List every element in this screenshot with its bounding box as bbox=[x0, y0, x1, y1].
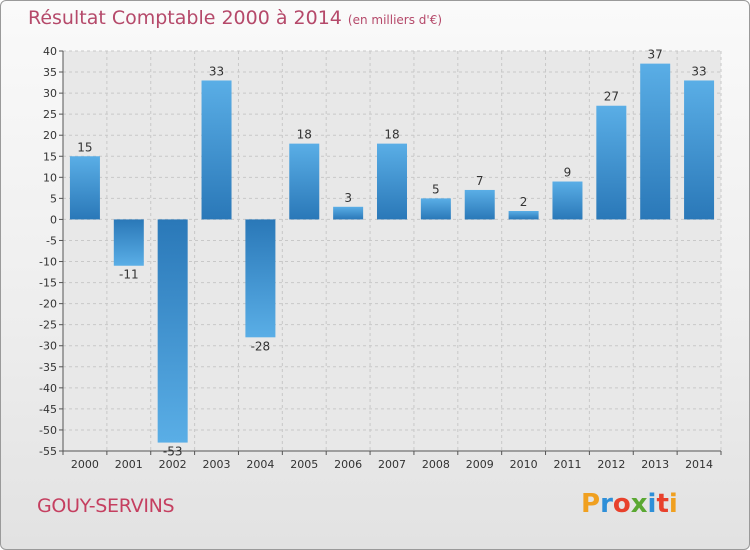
bar bbox=[684, 80, 715, 220]
y-tick-label: -30 bbox=[39, 340, 57, 353]
data-label: 18 bbox=[297, 128, 312, 142]
x-tick-label: 2006 bbox=[334, 458, 362, 471]
bar bbox=[289, 143, 320, 220]
data-label: 3 bbox=[344, 191, 352, 205]
bar bbox=[464, 189, 495, 220]
bar bbox=[420, 198, 451, 220]
data-label: -53 bbox=[163, 445, 183, 459]
commune-name: GOUY-SERVINS bbox=[37, 495, 175, 517]
data-label: 18 bbox=[384, 128, 399, 142]
y-tick-label: -55 bbox=[39, 445, 57, 458]
x-tick-label: 2010 bbox=[510, 458, 538, 471]
logo-letter: x bbox=[630, 489, 648, 519]
y-tick-labels: 40 35 30 25 20 15 10 5 0 -5 -10 -15 -20 -25 -30 -35 -40 -… bbox=[39, 45, 57, 458]
x-tick-label: 2009 bbox=[466, 458, 494, 471]
bar bbox=[508, 211, 539, 220]
x-tick-label: 2013 bbox=[641, 458, 669, 471]
y-tick-label: 40 bbox=[43, 45, 57, 58]
axes bbox=[62, 51, 721, 452]
logo-letter: i bbox=[647, 489, 657, 519]
y-tick-label: -15 bbox=[39, 277, 57, 290]
x-tick-label: 2007 bbox=[378, 458, 406, 471]
bar bbox=[552, 181, 583, 220]
x-tick-labels: 2000 2001 2002 2003 2004 2005 2006 2007 2008 2009… bbox=[62, 451, 722, 471]
y-tick-label: 5 bbox=[50, 192, 57, 205]
bar bbox=[640, 63, 671, 220]
y-tick-label: -5 bbox=[46, 234, 57, 247]
logo-letter: r bbox=[600, 489, 613, 519]
logo-letter: i bbox=[668, 489, 678, 519]
data-label: -28 bbox=[251, 339, 271, 353]
chart-title: Résultat Comptable 2000 à 2014 (en millie… bbox=[28, 7, 442, 29]
bar bbox=[377, 143, 407, 220]
data-label: 9 bbox=[564, 166, 572, 180]
y-tick-label: 20 bbox=[43, 129, 57, 142]
proxiti-logo: Proxiti bbox=[581, 489, 678, 519]
y-tick-label: -20 bbox=[39, 298, 57, 311]
y-tick-label: 10 bbox=[43, 171, 57, 184]
data-label: -11 bbox=[119, 268, 139, 282]
y-tick-label: 0 bbox=[50, 213, 57, 226]
bar bbox=[245, 219, 276, 338]
y-tick-label: -10 bbox=[39, 256, 57, 269]
bar bbox=[69, 156, 100, 220]
y-tick-label: 15 bbox=[43, 150, 57, 163]
bar bbox=[333, 206, 364, 220]
logo-letter: P bbox=[581, 489, 601, 519]
data-label: 37 bbox=[648, 48, 663, 62]
y-tick-label: -50 bbox=[39, 424, 57, 437]
chart-title-text: Résultat Comptable 2000 à 2014 bbox=[28, 7, 342, 29]
y-tick-label: -40 bbox=[39, 382, 57, 395]
x-tick-label: 2002 bbox=[159, 458, 187, 471]
x-tick-label: 2014 bbox=[685, 458, 713, 471]
bar bbox=[201, 80, 232, 220]
x-tick-label: 2000 bbox=[71, 458, 99, 471]
x-tick-label: 2012 bbox=[597, 458, 625, 471]
data-label: 15 bbox=[77, 140, 92, 154]
x-tick-label: 2003 bbox=[203, 458, 231, 471]
data-label: 33 bbox=[691, 64, 706, 78]
y-tick-label: -25 bbox=[39, 319, 57, 332]
bar bbox=[157, 219, 188, 443]
bar bbox=[113, 219, 144, 266]
data-label: 27 bbox=[604, 90, 619, 104]
chart-subtitle: (en milliers d'€) bbox=[347, 13, 443, 27]
x-tick-label: 2008 bbox=[422, 458, 450, 471]
x-tick-label: 2011 bbox=[553, 458, 581, 471]
x-tick-label: 2005 bbox=[290, 458, 318, 471]
x-tick-label: 2004 bbox=[246, 458, 274, 471]
logo-letter: t bbox=[656, 489, 669, 519]
data-label: 7 bbox=[476, 174, 484, 188]
bars-group bbox=[69, 63, 715, 443]
x-tick-label: 2001 bbox=[115, 458, 143, 471]
data-label: 2 bbox=[520, 195, 528, 209]
y-tick-label: -35 bbox=[39, 361, 57, 374]
y-tick-label: 30 bbox=[43, 87, 57, 100]
data-labels: 15 -11 -53 33 -28 18 3 18 5 7 2 9 27 37 33 bbox=[77, 48, 706, 459]
logo-letter: o bbox=[612, 489, 631, 519]
y-tick-label: 35 bbox=[43, 66, 57, 79]
data-label: 5 bbox=[432, 182, 440, 196]
data-label: 33 bbox=[209, 64, 224, 78]
y-tick-label: -45 bbox=[39, 403, 57, 416]
y-tick-label: 25 bbox=[43, 108, 57, 121]
bar bbox=[596, 105, 627, 220]
